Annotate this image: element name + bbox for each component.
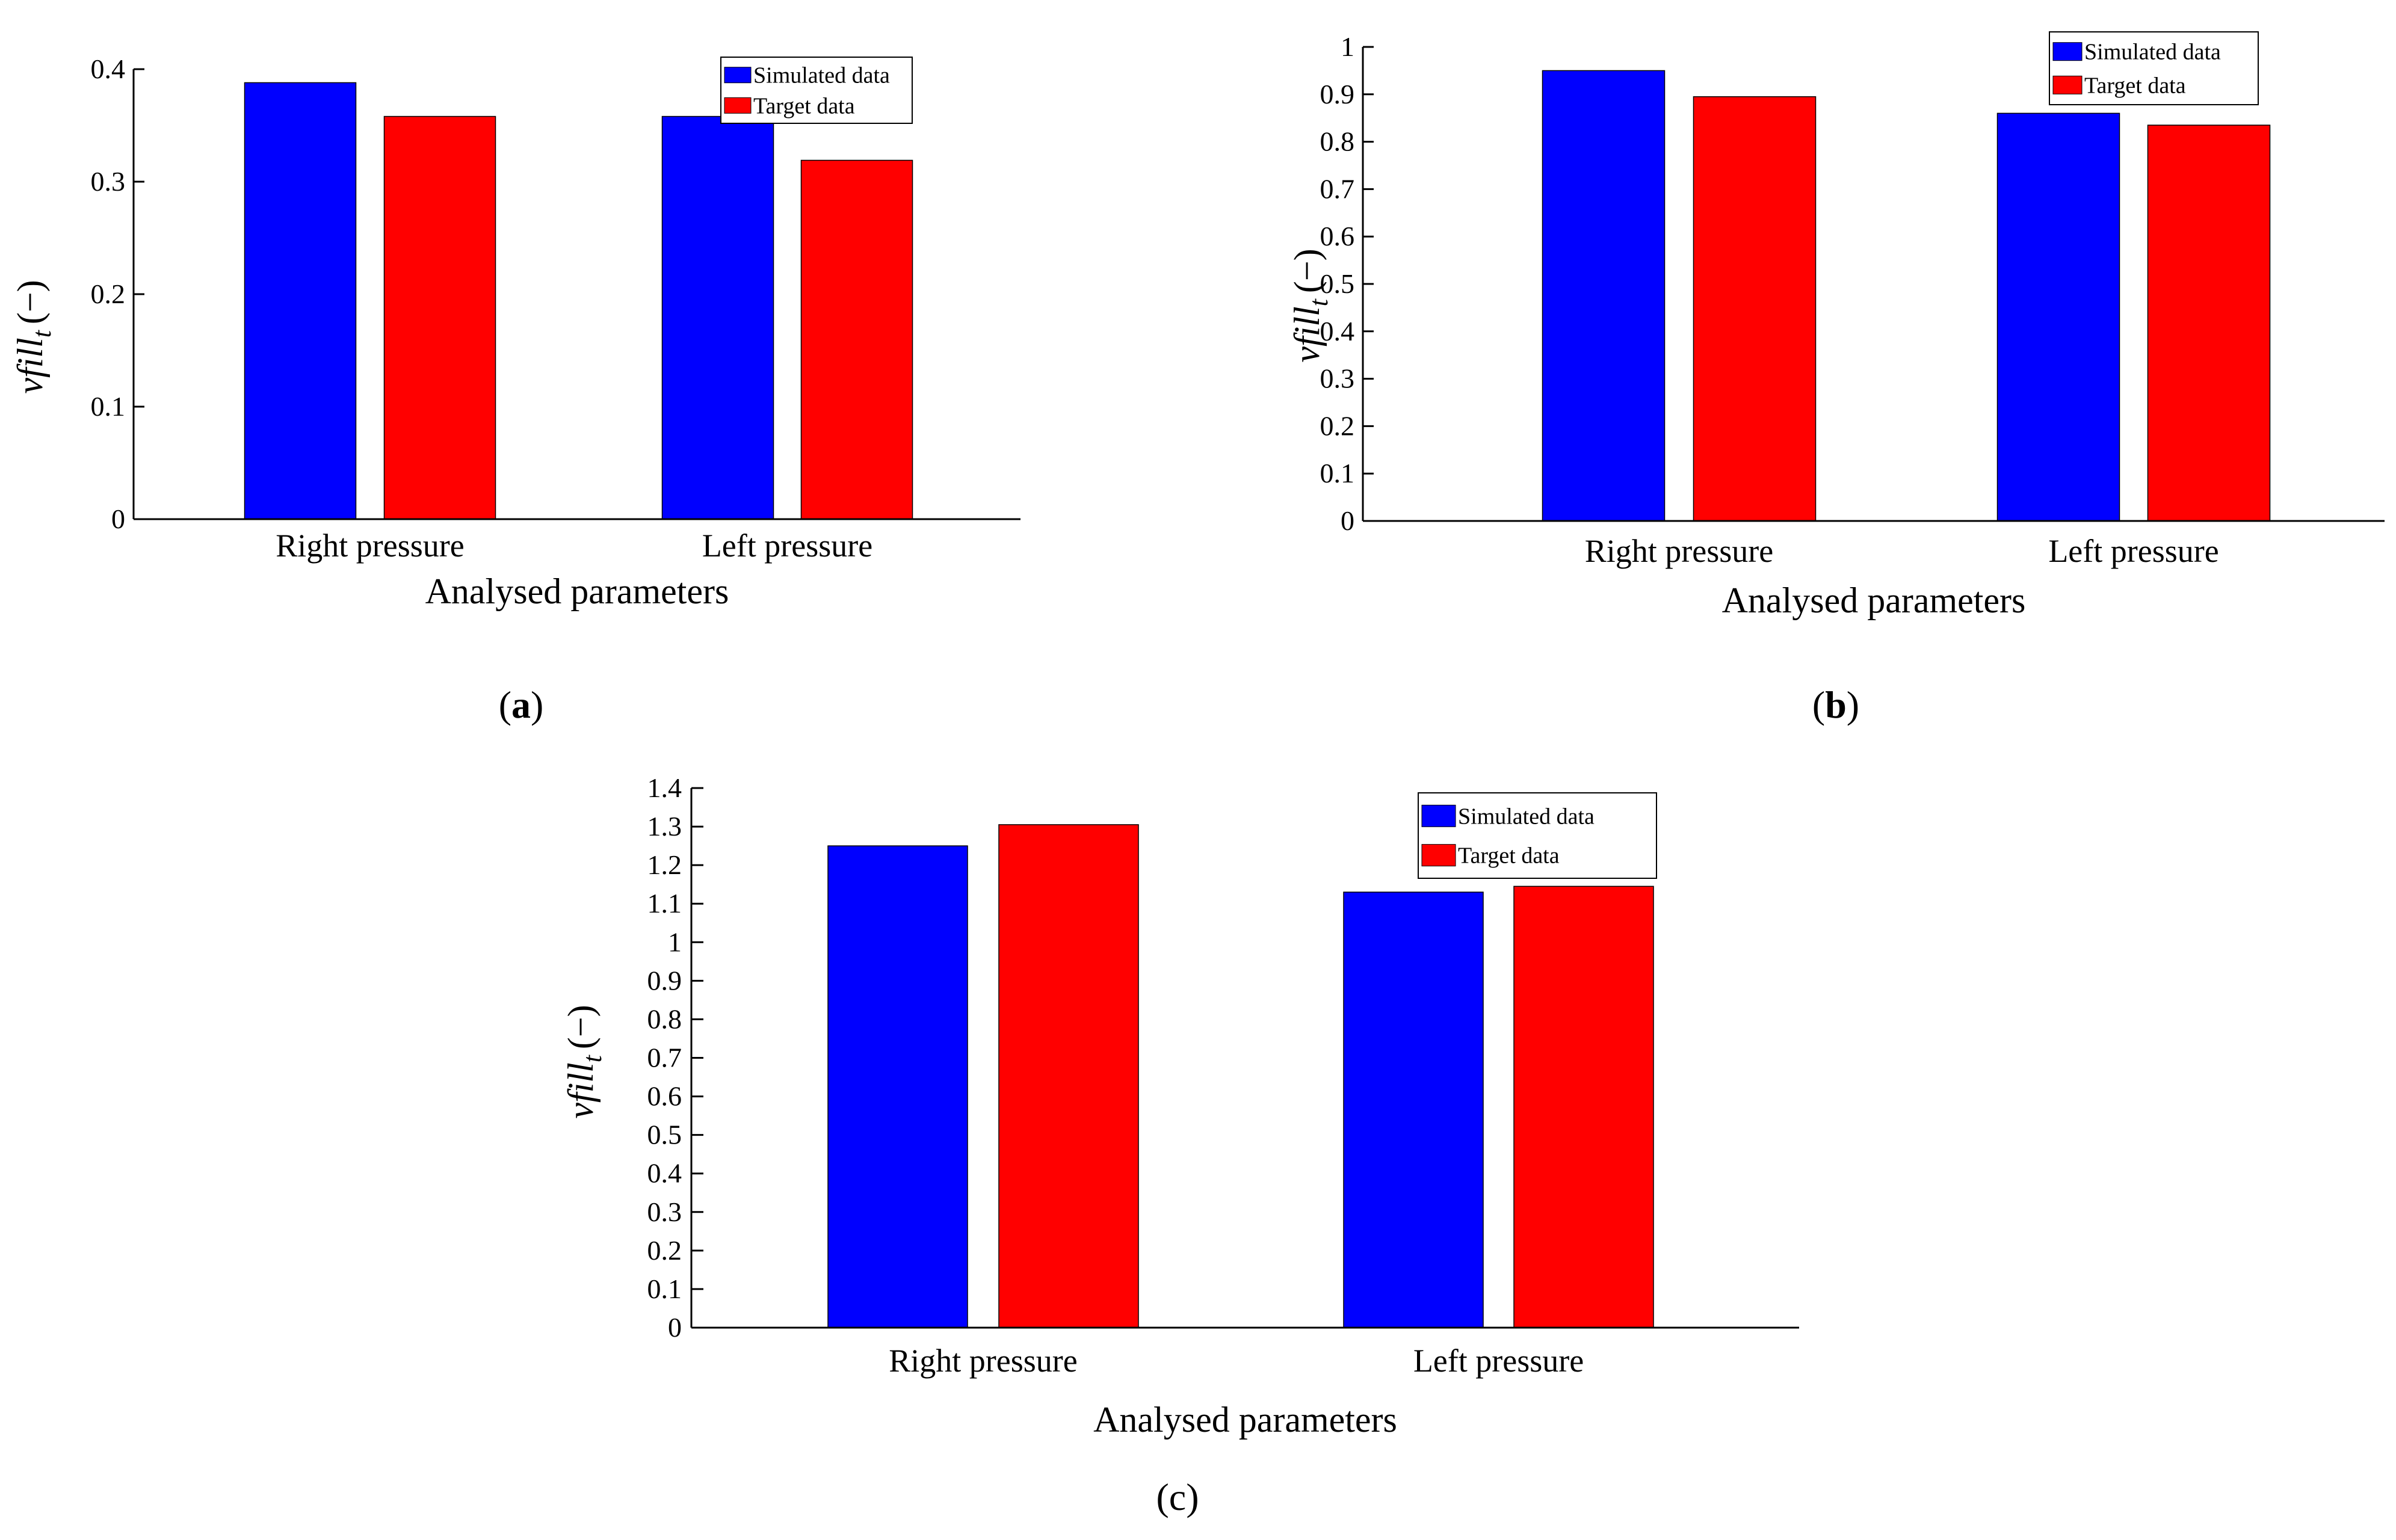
y-axis-title-subscript: t — [578, 1054, 607, 1062]
y-tick-label: 0.4 — [91, 54, 126, 84]
y-axis-title-unit: (−) — [10, 280, 50, 324]
y-tick-label: 0.8 — [647, 1003, 682, 1034]
y-tick-label: 0.9 — [1320, 79, 1355, 109]
y-tick-label: 0.3 — [647, 1197, 682, 1227]
legend-swatch-simulated — [1421, 804, 1456, 827]
y-axis-title-subscript: t — [1304, 298, 1333, 306]
y-axis-title: vfillt (−) — [561, 1005, 607, 1118]
panel-caption-letter: a — [511, 683, 531, 726]
y-tick-label: 0.5 — [1320, 268, 1355, 299]
legend-label-target: Target data — [753, 93, 855, 119]
y-tick-label: 0.3 — [91, 166, 126, 197]
panel-caption: (b) — [1812, 683, 1859, 726]
x-axis-title: Analysed parameters — [1722, 581, 2026, 620]
y-tick-label: 0 — [111, 504, 125, 534]
y-tick-label: 0.5 — [647, 1120, 682, 1150]
y-tick-label: 0.1 — [1320, 458, 1355, 488]
chart-panel-a: 0 0.1 0.2 0.3 0.4 Right pressure Left pressure… — [10, 54, 1020, 726]
panel-caption-close: ) — [1186, 1476, 1199, 1518]
y-tick-label: 0.6 — [647, 1081, 682, 1112]
x-axis-title: Analysed parameters — [425, 571, 729, 611]
y-tick-label: 0 — [1341, 505, 1354, 536]
bar-target-right — [998, 824, 1139, 1328]
legend-swatch-target — [2052, 75, 2083, 94]
x-category-label: Left pressure — [1413, 1343, 1584, 1379]
chart-panel-c: 0 0.1 0.2 0.3 0.4 0.5 0.6 0.7 0.8 0.9 1 1.1 1.2 1.3 1.… — [561, 772, 1799, 1518]
y-tick-label: 1.2 — [647, 849, 682, 880]
legend-swatch-simulated — [2052, 42, 2083, 61]
bar-target-left — [2147, 125, 2271, 522]
y-tick-label: 1 — [1341, 31, 1354, 62]
panel-caption-open: ( — [1812, 683, 1825, 726]
panel-caption-close: ) — [1847, 683, 1859, 726]
bar-simulated-left — [1996, 112, 2120, 522]
y-tick-label: 0.7 — [647, 1043, 682, 1073]
panel-caption-open: ( — [1156, 1476, 1169, 1518]
y-tick-label: 0.3 — [1320, 363, 1355, 394]
bar-target-right — [383, 116, 496, 520]
legend: Simulated data Target data — [720, 57, 913, 124]
x-category-label: Left pressure — [2048, 533, 2218, 569]
y-tick-label: 0.4 — [647, 1158, 682, 1189]
legend-swatch-target — [724, 97, 752, 114]
y-tick-label: 0.9 — [647, 965, 682, 996]
panel-caption-letter: c — [1169, 1476, 1186, 1518]
legend-box — [1418, 792, 1657, 879]
y-axis-title: vfillt (−) — [1287, 248, 1333, 362]
legend-swatch-target — [1421, 844, 1456, 867]
y-tick-label: 0.7 — [1320, 173, 1355, 204]
y-tick-label: 1.3 — [647, 811, 682, 842]
y-axis-title-unit: (−) — [561, 1005, 601, 1049]
y-axis-title-main: vfill — [10, 337, 50, 393]
x-category-label: Left pressure — [702, 528, 872, 564]
bar-simulated-right — [244, 82, 357, 520]
y-tick-label: 0.4 — [1320, 316, 1355, 346]
y-tick-label: 1 — [668, 926, 682, 957]
chart-panel-b: 0 0.1 0.2 0.3 0.4 0.5 0.6 0.7 0.8 0.9 1 Right press… — [1287, 31, 2385, 726]
legend-swatch-simulated — [724, 67, 752, 84]
y-tick-label: 1.4 — [647, 772, 682, 803]
bar-target-left — [800, 159, 913, 520]
x-category-label: Right pressure — [276, 528, 464, 564]
y-tick-label: 0 — [668, 1312, 682, 1343]
legend-box — [720, 57, 913, 124]
legend-label-simulated: Simulated data — [1458, 804, 1595, 829]
legend: Simulated data Target data — [2049, 31, 2259, 105]
bar-simulated-left — [1343, 892, 1484, 1328]
x-category-label: Right pressure — [1585, 533, 1773, 569]
y-tick-label: 0.8 — [1320, 126, 1355, 157]
bar-target-left — [1513, 886, 1654, 1328]
legend: Simulated data Target data — [1418, 792, 1657, 879]
panel-caption: (a) — [499, 683, 544, 726]
bar-simulated-right — [1542, 70, 1666, 522]
panel-caption-letter: b — [1825, 683, 1847, 726]
y-axis-title-subscript: t — [27, 329, 57, 337]
panel-caption-close: ) — [531, 683, 543, 726]
panel-caption: (c) — [1156, 1476, 1199, 1518]
y-tick-label: 0.1 — [91, 391, 126, 422]
bar-simulated-right — [827, 845, 968, 1328]
bar-simulated-left — [661, 116, 774, 520]
y-tick-label: 0.1 — [647, 1274, 682, 1304]
y-axis-title-unit: (−) — [1287, 248, 1327, 293]
y-axis-title-main: vfill — [1287, 306, 1327, 362]
y-tick-label: 0.2 — [91, 279, 126, 309]
x-axis-title: Analysed parameters — [1093, 1400, 1397, 1440]
y-tick-label: 0.6 — [1320, 221, 1355, 251]
legend-label-target: Target data — [2084, 73, 2186, 98]
y-axis-title: vfillt (−) — [10, 280, 57, 393]
bar-target-right — [1693, 96, 1817, 522]
y-tick-label: 1.1 — [647, 888, 682, 919]
panel-caption-open: ( — [499, 683, 511, 726]
legend-label-target: Target data — [1458, 843, 1560, 869]
x-category-label: Right pressure — [889, 1343, 1077, 1379]
y-tick-label: 0.2 — [1320, 410, 1355, 441]
legend-label-simulated: Simulated data — [2084, 40, 2221, 65]
legend-box — [2049, 31, 2259, 105]
y-tick-label: 0.2 — [647, 1235, 682, 1266]
y-axis-title-main: vfill — [561, 1062, 601, 1118]
legend-label-simulated: Simulated data — [753, 63, 890, 88]
